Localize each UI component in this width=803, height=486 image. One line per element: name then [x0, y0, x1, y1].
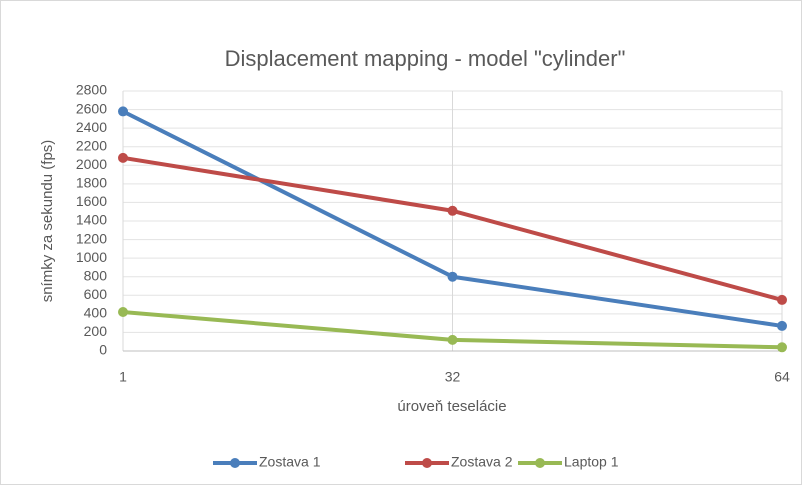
data-point [118, 106, 128, 117]
y-tick-label: 1200 [76, 230, 107, 246]
y-tick-label: 2200 [76, 137, 107, 153]
y-tick-label: 2600 [76, 100, 107, 116]
y-tick-label: 1000 [76, 249, 107, 265]
y-tick-label: 1800 [76, 175, 107, 191]
legend-label: Zostava 1 [259, 454, 321, 470]
y-tick-label: 2000 [76, 156, 107, 172]
y-tick-label: 2800 [76, 82, 107, 98]
x-axis-label: úroveň teselácie [397, 398, 506, 415]
y-tick-label: 800 [84, 267, 108, 283]
data-point [447, 334, 458, 345]
data-point [118, 307, 128, 317]
chart-title: Displacement mapping - model "cylinder" [225, 46, 626, 71]
y-axis-label: snímky za sekundu (fps) [39, 140, 56, 303]
y-tick-label: 2400 [76, 119, 107, 135]
y-tick-label: 400 [84, 305, 108, 321]
legend-label: Zostava 2 [451, 454, 513, 470]
data-point [777, 342, 787, 353]
data-point [777, 294, 787, 305]
legend-marker [230, 458, 240, 468]
data-point [447, 205, 458, 216]
y-tick-label: 0 [99, 342, 107, 358]
legend-marker [535, 458, 545, 468]
data-point [447, 271, 458, 282]
legend-marker [422, 458, 432, 468]
legend-label: Laptop 1 [564, 454, 619, 470]
data-point [118, 152, 128, 163]
data-point [777, 320, 787, 331]
y-tick-label: 600 [84, 286, 108, 302]
y-tick-label: 1400 [76, 212, 107, 228]
x-tick-label: 64 [774, 369, 790, 385]
x-tick-label: 1 [119, 369, 127, 385]
y-tick-label: 200 [84, 323, 108, 339]
y-tick-label: 1600 [76, 193, 107, 209]
x-tick-label: 32 [445, 369, 461, 385]
